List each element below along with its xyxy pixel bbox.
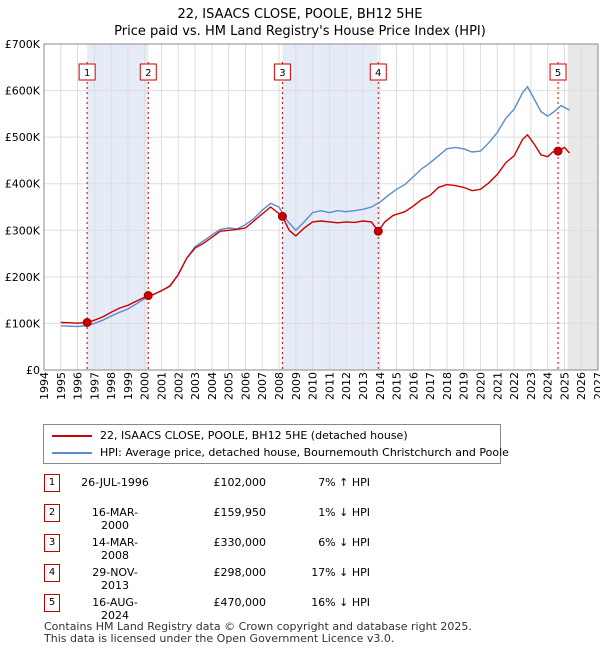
sale-marker: 1 <box>44 474 60 492</box>
footer-licence: This data is licensed under the Open Gov… <box>44 632 395 645</box>
shaded-period <box>87 44 149 370</box>
legend-swatch-property <box>52 435 92 437</box>
x-tick-label: 1999 <box>122 372 135 400</box>
x-tick-label: 2020 <box>474 372 487 400</box>
sale-price: £470,000 <box>213 596 267 609</box>
sale-date: 16-MAR-2000 <box>91 506 139 532</box>
legend-label-hpi: HPI: Average price, detached house, Bour… <box>100 446 509 459</box>
x-tick-label: 2021 <box>491 372 504 400</box>
sale-hpi-diff: 16% ↓ HPI <box>311 596 370 609</box>
x-tick-label: 1994 <box>38 372 51 400</box>
sale-row: 1 26-JUL-1996 £102,000 7% ↑ HPI <box>0 474 600 494</box>
y-tick-label: £400K <box>5 178 41 191</box>
sale-price: £330,000 <box>213 536 267 549</box>
sale-row: 3 14-MAR-2008 £330,000 6% ↓ HPI <box>0 534 600 562</box>
x-tick-label: 2027 <box>592 372 600 400</box>
y-tick-label: £100K <box>5 317 41 330</box>
y-tick-label: £300K <box>5 224 41 237</box>
y-tick-label: £500K <box>5 131 41 144</box>
y-tick-label: £0 <box>26 364 40 377</box>
sale-label: 3 <box>279 68 285 79</box>
sale-marker: 2 <box>44 504 60 522</box>
x-tick-label: 2009 <box>290 372 303 400</box>
y-tick-label: £200K <box>5 271 41 284</box>
x-tick-label: 2017 <box>424 372 437 400</box>
x-tick-label: 2015 <box>391 372 404 400</box>
chart-title: 22, ISAACS CLOSE, POOLE, BH12 5HE <box>177 7 423 22</box>
chart-subtitle: Price paid vs. HM Land Registry's House … <box>114 24 486 39</box>
x-tick-label: 2019 <box>458 372 471 400</box>
sale-price: £298,000 <box>213 566 267 579</box>
sale-point <box>553 146 563 156</box>
sale-label: 4 <box>375 68 381 79</box>
legend-label-property: 22, ISAACS CLOSE, POOLE, BH12 5HE (detac… <box>100 429 408 442</box>
x-tick-label: 2007 <box>256 372 269 400</box>
shaded-period <box>282 44 379 370</box>
sale-row: 2 16-MAR-2000 £159,950 1% ↓ HPI <box>0 504 600 532</box>
sale-label-box <box>549 63 567 81</box>
x-tick-label: 2004 <box>206 372 219 400</box>
sale-row: 5 16-AUG-2024 £470,000 16% ↓ HPI <box>0 594 600 622</box>
sale-marker: 3 <box>44 534 60 552</box>
sale-hpi-diff: 6% ↓ HPI <box>318 536 370 549</box>
sale-point <box>277 211 287 221</box>
sale-label: 1 <box>84 68 90 79</box>
x-tick-label: 2005 <box>223 372 236 400</box>
sale-row: 4 29-NOV-2013 £298,000 17% ↓ HPI <box>0 564 600 592</box>
x-tick-label: 2001 <box>156 372 169 400</box>
x-tick-label: 1996 <box>72 372 85 400</box>
x-tick-label: 2006 <box>239 372 252 400</box>
sale-point <box>143 291 153 301</box>
y-tick-label: £700K <box>5 38 41 51</box>
sale-label-box <box>273 63 291 81</box>
forecast-region <box>567 44 598 370</box>
plot-frame <box>43 43 599 371</box>
sale-point <box>82 317 92 327</box>
sale-price: £159,950 <box>213 506 267 519</box>
sale-label-box <box>139 63 157 81</box>
sale-label: 5 <box>555 68 561 79</box>
sale-date: 29-NOV-2013 <box>92 566 138 592</box>
x-tick-label: 2016 <box>407 372 420 400</box>
sale-hpi-diff: 17% ↓ HPI <box>311 566 370 579</box>
x-tick-label: 2003 <box>189 372 202 400</box>
sale-marker: 4 <box>44 564 60 582</box>
sale-date: 26-JUL-1996 <box>81 476 149 489</box>
x-tick-label: 2024 <box>542 372 555 400</box>
sale-date: 16-AUG-2024 <box>92 596 138 622</box>
sale-price: £102,000 <box>213 476 267 489</box>
x-tick-label: 2023 <box>525 372 538 400</box>
x-tick-label: 2014 <box>374 372 387 400</box>
x-tick-label: 2010 <box>307 372 320 400</box>
sale-label-box <box>369 63 387 81</box>
x-tick-label: 1997 <box>88 372 101 400</box>
legend-item-property: 22, ISAACS CLOSE, POOLE, BH12 5HE (detac… <box>52 428 408 444</box>
legend-swatch-hpi <box>52 452 92 454</box>
sale-label: 2 <box>145 68 151 79</box>
x-tick-label: 1998 <box>105 372 118 400</box>
y-tick-label: £600K <box>5 85 41 98</box>
x-tick-label: 1995 <box>55 372 68 400</box>
x-tick-label: 2022 <box>508 372 521 400</box>
sale-hpi-diff: 7% ↑ HPI <box>318 476 370 489</box>
price-chart: £0 £100K £200K £300K £400K £500K £600K £700K 199… <box>5 38 600 400</box>
x-tick-label: 2011 <box>323 372 336 400</box>
sale-hpi-diff: 1% ↓ HPI <box>318 506 370 519</box>
x-tick-label: 2018 <box>441 372 454 400</box>
sale-label-box <box>78 63 96 81</box>
x-tick-label: 2026 <box>575 372 588 400</box>
sale-point <box>373 226 383 236</box>
sale-date: 14-MAR-2008 <box>91 536 139 562</box>
legend-item-hpi: HPI: Average price, detached house, Bour… <box>52 445 509 461</box>
x-tick-label: 2008 <box>273 372 286 400</box>
x-tick-label: 2025 <box>558 372 571 400</box>
x-tick-label: 2000 <box>139 372 152 400</box>
x-tick-label: 2013 <box>357 372 370 400</box>
legend: 22, ISAACS CLOSE, POOLE, BH12 5HE (detac… <box>43 424 509 464</box>
x-tick-label: 2002 <box>172 372 185 400</box>
x-tick-label: 2012 <box>340 372 353 400</box>
sale-marker: 5 <box>44 594 60 612</box>
footer-copyright: Contains HM Land Registry data © Crown c… <box>44 620 472 633</box>
